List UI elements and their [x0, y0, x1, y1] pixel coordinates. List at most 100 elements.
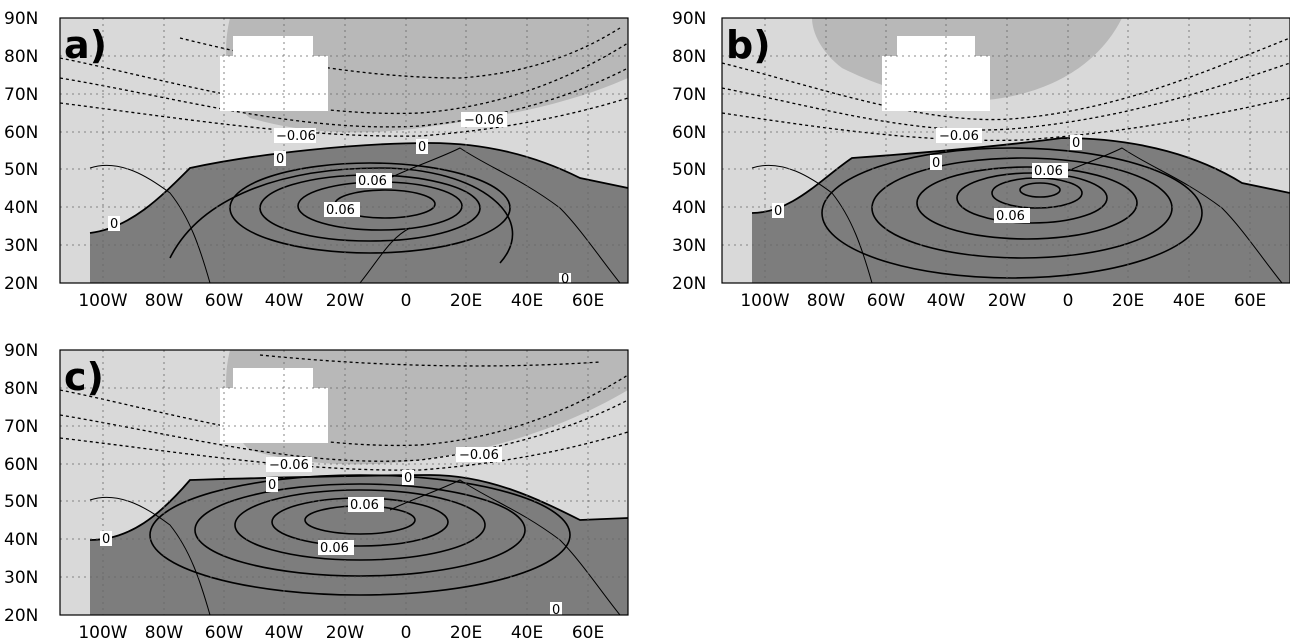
lon-tick-label: 100W — [78, 623, 127, 643]
contour-label: −0.06 — [269, 458, 309, 473]
lat-tick-label: 70N — [672, 85, 706, 105]
map-border — [59, 17, 629, 284]
lat-tick-label: 20N — [672, 274, 706, 294]
lat-tick-label: 70N — [4, 417, 38, 437]
contour-label: 0 — [774, 204, 782, 219]
contour-line — [821, 147, 1203, 279]
panel-letter: a) — [64, 23, 107, 67]
lon-tick-label: 60W — [205, 291, 244, 311]
contour-label: 0 — [1072, 136, 1080, 151]
grid-lines — [60, 350, 628, 615]
coastline — [389, 147, 621, 284]
grid-lines — [722, 18, 1290, 283]
panel-letter: b) — [726, 23, 771, 67]
lon-tick-label: 40E — [1173, 291, 1205, 311]
lat-tick-label: 70N — [4, 85, 38, 105]
land-mask — [233, 36, 313, 58]
land-mask — [882, 56, 990, 111]
negative-contour — [721, 97, 1290, 142]
negative-contour — [59, 374, 629, 447]
lat-tick-label: 60N — [672, 123, 706, 143]
lon-tick-label: 20W — [988, 291, 1027, 311]
contour-label: 0.06 — [358, 174, 387, 189]
land-mask — [897, 36, 975, 58]
lon-tick-label: 20E — [1112, 291, 1144, 311]
coastline — [389, 479, 621, 616]
contour-label: 0 — [932, 156, 940, 171]
contour-line — [234, 489, 486, 561]
lon-tick-label: 40E — [511, 291, 543, 311]
lat-axis-a: 90N 80N 70N 60N 50N 40N 30N 20N — [4, 9, 38, 294]
land-mask — [220, 388, 328, 443]
lon-tick-label: 0 — [401, 623, 412, 643]
lon-axis-a: 100W 80W 60W 40W 20W 0 20E 40E 60E — [78, 291, 604, 311]
lon-tick-label: 0 — [401, 291, 412, 311]
contour-label: 0.06 — [996, 209, 1025, 224]
lon-tick-label: 20E — [450, 623, 482, 643]
zero-contour — [751, 137, 1290, 214]
positive-anomaly-region — [90, 475, 628, 615]
lon-tick-label: 60E — [1234, 291, 1266, 311]
coastline — [1051, 147, 1283, 284]
contour-label: 0.06 — [320, 541, 349, 556]
lon-axis-c: 100W 80W 60W 40W 20W 0 20E 40E 60E — [78, 623, 604, 643]
lat-axis-b: 90N 80N 70N 60N 50N 40N 30N 20N — [672, 9, 706, 294]
land-mask — [220, 56, 328, 111]
coastline — [751, 164, 873, 284]
lat-tick-label: 30N — [4, 568, 38, 588]
contour-line — [194, 483, 526, 577]
contour-label: 0 — [276, 152, 284, 167]
lat-tick-label: 50N — [4, 160, 38, 180]
lat-tick-label: 80N — [4, 379, 38, 399]
contour-label: 0 — [552, 603, 560, 618]
lat-tick-label: 20N — [4, 274, 38, 294]
land-mask — [233, 368, 313, 390]
contour-label: 0 — [110, 217, 118, 232]
lat-tick-label: 30N — [4, 236, 38, 256]
lon-tick-label: 80W — [145, 291, 184, 311]
lon-tick-label: 20W — [326, 623, 365, 643]
contour-label-group: −0.06 −0.06 0 0 0.06 0.06 0 0 — [100, 447, 562, 618]
contour-label: −0.06 — [939, 129, 979, 144]
map-panel-c: −0.06 −0.06 0 0 0.06 0.06 0 0 c) — [59, 349, 629, 618]
lon-tick-label: 20W — [326, 291, 365, 311]
contour-line — [1019, 182, 1061, 198]
contour-label-group: −0.06 0 0 0.06 0.06 0 — [772, 128, 1082, 224]
contour-line — [169, 167, 514, 264]
lon-tick-label: 80W — [145, 623, 184, 643]
lon-tick-label: 60E — [572, 291, 604, 311]
negative-contour — [259, 354, 601, 367]
panel-letter: c) — [64, 355, 104, 399]
coastline — [89, 496, 211, 616]
contour-label: −0.06 — [459, 448, 499, 463]
lat-tick-label: 60N — [4, 455, 38, 475]
lon-tick-label: 100W — [78, 291, 127, 311]
negative-contour — [59, 67, 629, 128]
zero-contour — [89, 142, 629, 234]
lat-tick-label: 80N — [4, 47, 38, 67]
lon-tick-label: 80W — [807, 291, 846, 311]
lat-tick-label: 50N — [4, 492, 38, 512]
contour-line — [871, 157, 1173, 259]
lon-tick-label: 20E — [450, 291, 482, 311]
lon-tick-label: 60E — [572, 623, 604, 643]
lat-tick-label: 90N — [672, 9, 706, 29]
map-border — [721, 17, 1290, 284]
lat-tick-label: 40N — [4, 198, 38, 218]
contour-label: −0.06 — [276, 129, 316, 144]
lat-tick-label: 20N — [4, 606, 38, 626]
contour-label: −0.06 — [464, 113, 504, 128]
lon-tick-label: 40W — [927, 291, 966, 311]
contour-label: 0 — [102, 532, 110, 547]
lon-tick-label: 100W — [740, 291, 789, 311]
contour-label: 0 — [268, 478, 276, 493]
lon-tick-label: 60W — [867, 291, 906, 311]
contour-line — [229, 162, 511, 254]
lon-tick-label: 40W — [265, 623, 304, 643]
lon-tick-label: 40E — [511, 623, 543, 643]
contour-label: 0 — [561, 272, 569, 287]
negative-contour — [59, 42, 629, 115]
lat-tick-label: 50N — [672, 160, 706, 180]
contour-label-group: −0.06 −0.06 0 0 0.06 0.06 0 0 — [108, 112, 571, 287]
coastline — [359, 227, 411, 284]
